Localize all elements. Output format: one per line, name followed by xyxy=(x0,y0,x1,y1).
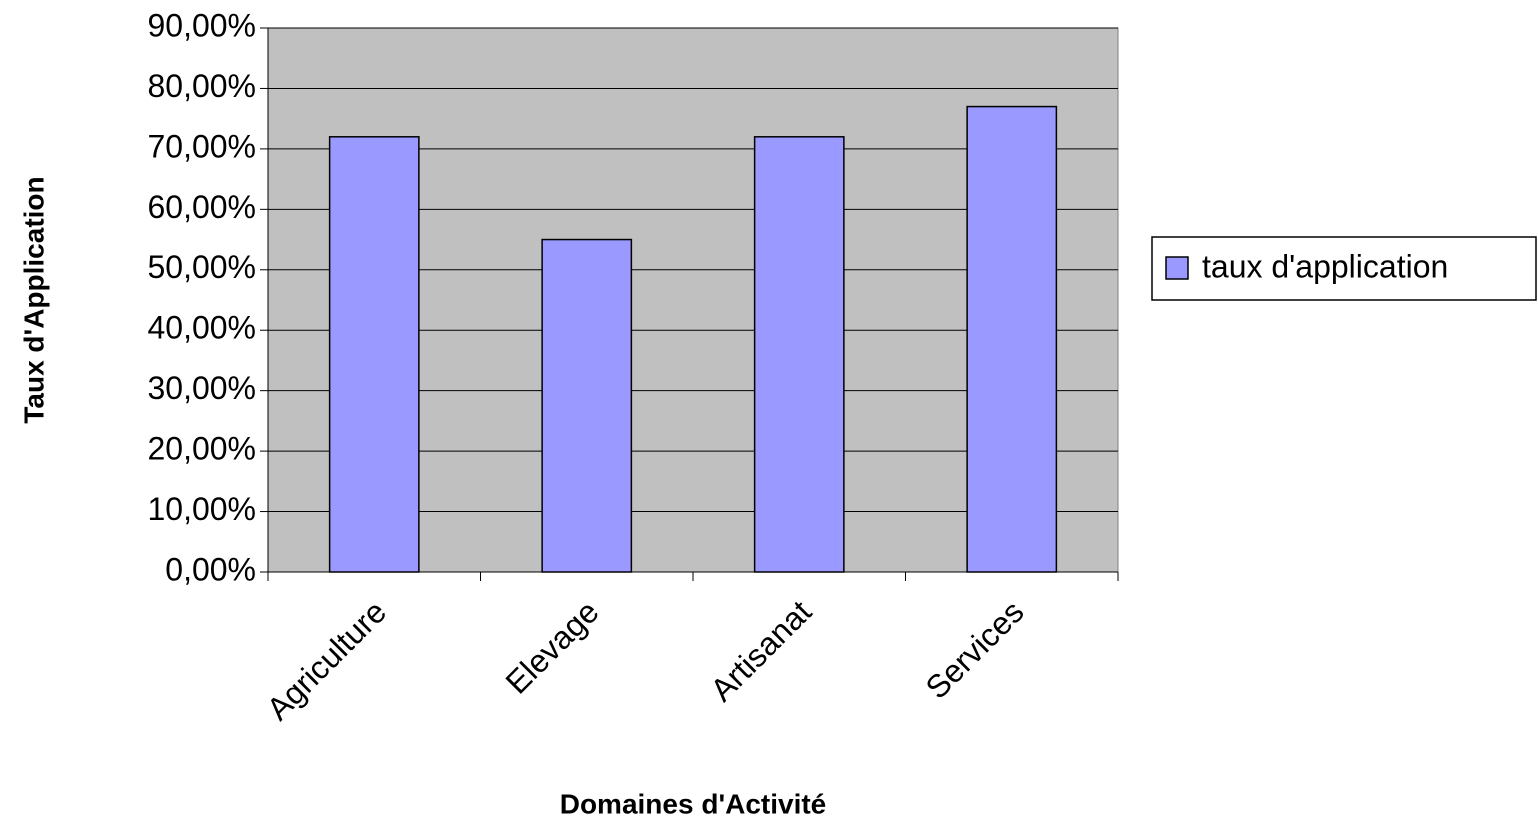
legend-box xyxy=(1151,236,1537,301)
y-tick-label: 20,00% xyxy=(147,431,256,467)
x-axis-title: Domaines d'Activité xyxy=(560,788,827,819)
bar xyxy=(966,105,1058,573)
y-tick-label: 60,00% xyxy=(147,189,256,225)
x-tick-label: Elevage xyxy=(498,593,605,700)
y-axis-title: Taux d'Application xyxy=(18,176,49,423)
y-tick-label: 30,00% xyxy=(147,370,256,406)
legend-swatch xyxy=(1165,256,1189,280)
legend-label: taux d'application xyxy=(1202,248,1448,284)
x-tick-label: Agriculture xyxy=(260,593,394,727)
y-tick-label: 90,00% xyxy=(147,7,256,43)
bar xyxy=(328,136,420,573)
y-tick-label: 50,00% xyxy=(147,249,256,285)
bar xyxy=(541,238,633,573)
x-tick-label: Services xyxy=(918,593,1030,705)
y-tick-label: 70,00% xyxy=(147,128,256,164)
y-tick-label: 40,00% xyxy=(147,310,256,346)
x-tick-label: Artisanat xyxy=(703,593,818,708)
y-tick-label: 0,00% xyxy=(165,551,256,587)
y-tick-label: 10,00% xyxy=(147,491,256,527)
y-tick-label: 80,00% xyxy=(147,68,256,104)
bar xyxy=(753,136,845,573)
